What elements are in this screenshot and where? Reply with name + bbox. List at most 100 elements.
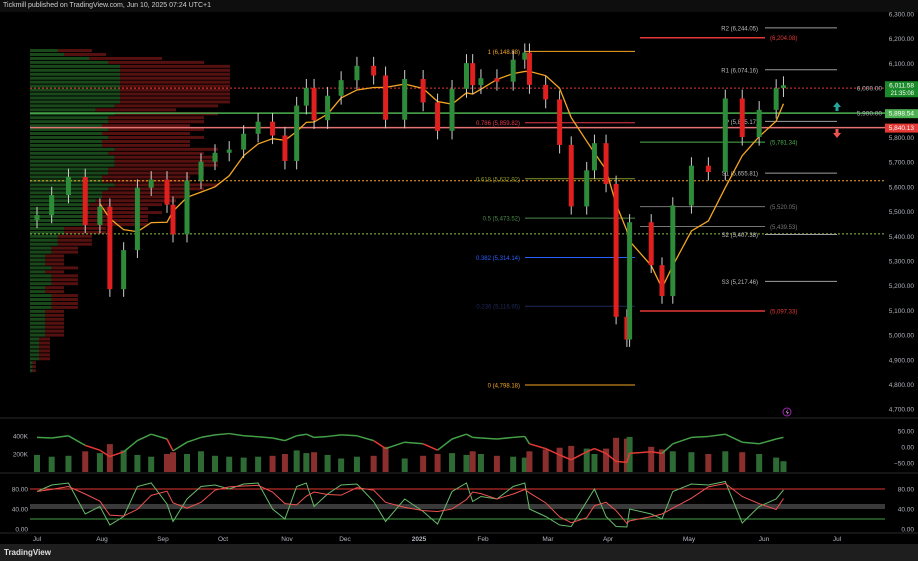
price-axis-label: 5,900.00 xyxy=(857,110,883,117)
volume-profile-bar-up xyxy=(30,325,46,329)
volume-profile-bar-down xyxy=(39,337,50,341)
price-marker-label: 5,840.13 xyxy=(889,125,915,132)
candle xyxy=(49,195,55,216)
price-axis-label: 5,200.00 xyxy=(889,283,915,290)
bar-countdown: 21:35:08 xyxy=(891,91,915,97)
volume-profile-bar-up xyxy=(30,341,39,345)
time-axis-label: Oct xyxy=(218,536,228,543)
volume-profile-bar-down xyxy=(45,254,64,258)
volume-bar xyxy=(739,452,746,472)
price-axis-label: 4,700.00 xyxy=(889,407,915,414)
volume-bar xyxy=(106,444,113,472)
volume-profile-bar-down xyxy=(108,171,204,175)
volume-profile-bar-down xyxy=(39,341,50,345)
volume-oscillator-segment xyxy=(629,451,652,455)
volume-profile-bar-down xyxy=(57,234,92,238)
price-axis-label: 5,300.00 xyxy=(889,259,915,266)
candle xyxy=(282,135,288,161)
time-axis-label: Nov xyxy=(281,536,293,543)
volume-profile-bar-down xyxy=(114,155,218,159)
time-axis-label: Jun xyxy=(759,536,770,543)
volume-oscillator-segment xyxy=(150,433,168,440)
volume-profile-bar-up xyxy=(30,345,39,349)
volume-bar xyxy=(269,455,276,472)
volume-profile-bar-up xyxy=(30,301,52,305)
volume-profile-bar-down xyxy=(120,84,230,88)
time-axis-label: Mar xyxy=(542,536,554,543)
volume-profile-bar-up xyxy=(30,163,115,167)
candle xyxy=(584,170,590,207)
volume-bar xyxy=(613,437,620,472)
volume-oscillator-segment xyxy=(586,447,595,453)
volume-profile-bar-down xyxy=(108,116,204,120)
candle xyxy=(402,78,408,120)
volume-profile-bar-down xyxy=(51,246,78,250)
price-axis-label: 4,800.00 xyxy=(889,382,915,389)
volume-bar xyxy=(82,451,89,472)
volume-profile-bar-up xyxy=(30,369,33,373)
volume-profile-bar-down xyxy=(45,333,64,337)
volume-profile-bar-up xyxy=(30,49,58,53)
volume-profile-bar-up xyxy=(30,104,115,108)
volume-profile-bar-up xyxy=(30,317,46,321)
volume-bar xyxy=(96,453,103,472)
volume-profile-bar-down xyxy=(51,266,78,270)
volume-oscillator-segment xyxy=(708,433,726,438)
arrow-down-icon xyxy=(833,129,841,138)
volume-profile-bar-up xyxy=(30,68,120,72)
volume-oscillator-segment xyxy=(466,433,474,439)
volume-bar xyxy=(370,455,377,472)
volume-oscillator-segment xyxy=(258,436,273,439)
volume-oscillator-segment xyxy=(437,438,453,451)
volume-profile-bar-up xyxy=(30,108,96,112)
volume-bar xyxy=(120,450,127,472)
volume-profile-bar-up xyxy=(30,195,102,199)
candle xyxy=(255,121,261,134)
candle xyxy=(526,52,532,85)
candle xyxy=(449,88,455,131)
price-chart[interactable]: 1 (6,148.88) 0.786 (5,859.82) 0.618 (5,632… xyxy=(0,12,918,544)
volume-profile-bar-down xyxy=(114,159,218,163)
volume-profile-bar-up xyxy=(30,76,120,80)
volume-oscillator-segment xyxy=(172,441,188,452)
volume-bar xyxy=(198,451,204,472)
candle xyxy=(107,206,113,290)
volume-profile-bar-up xyxy=(30,298,52,302)
volume-bar xyxy=(338,458,345,472)
price-axis-label: 6,100.00 xyxy=(889,61,915,68)
volume-oscillator-segment xyxy=(306,433,315,439)
volume-bar xyxy=(477,454,484,472)
volume-bar xyxy=(420,455,427,472)
candle xyxy=(613,183,619,317)
volume-bar xyxy=(134,454,141,472)
candle xyxy=(648,222,654,266)
volume-bar xyxy=(281,454,288,472)
volume-oscillator-segment xyxy=(524,436,531,445)
side-level-label: (6,204.08) xyxy=(770,36,797,42)
volume-profile-bar-up xyxy=(30,52,65,56)
price-axis-label: 5,400.00 xyxy=(889,234,915,241)
time-axis-label: Dec xyxy=(339,536,351,543)
candle xyxy=(311,87,317,121)
tradingview-brand[interactable]: TradingView xyxy=(4,548,51,557)
fib-level-label: 1 (6,148.88) xyxy=(488,50,520,56)
volume-oscillator-segment xyxy=(724,433,743,443)
volume-profile-bar-down xyxy=(120,100,230,104)
candle xyxy=(82,177,88,225)
volume-profile-bar-up xyxy=(30,143,102,147)
volume-oscillator-segment xyxy=(472,436,481,439)
volume-bar xyxy=(568,445,575,472)
volume-profile-bar-down xyxy=(57,242,92,246)
volume-oscillator-segment xyxy=(123,440,138,453)
volume-bar xyxy=(526,451,533,472)
volume-bar xyxy=(722,451,729,472)
volume-profile-bar-down xyxy=(102,124,190,128)
volume-profile-bar-down xyxy=(108,187,204,191)
volume-profile-bar-down xyxy=(45,290,64,294)
volume-bar xyxy=(756,454,763,472)
stoch-axis-label-right: 0.00 xyxy=(901,527,914,534)
volume-profile-bar-up xyxy=(30,199,96,203)
volume-profile-bar-down xyxy=(114,104,218,108)
candle xyxy=(303,87,309,106)
last-price-value: 6,011.58 xyxy=(889,83,914,90)
